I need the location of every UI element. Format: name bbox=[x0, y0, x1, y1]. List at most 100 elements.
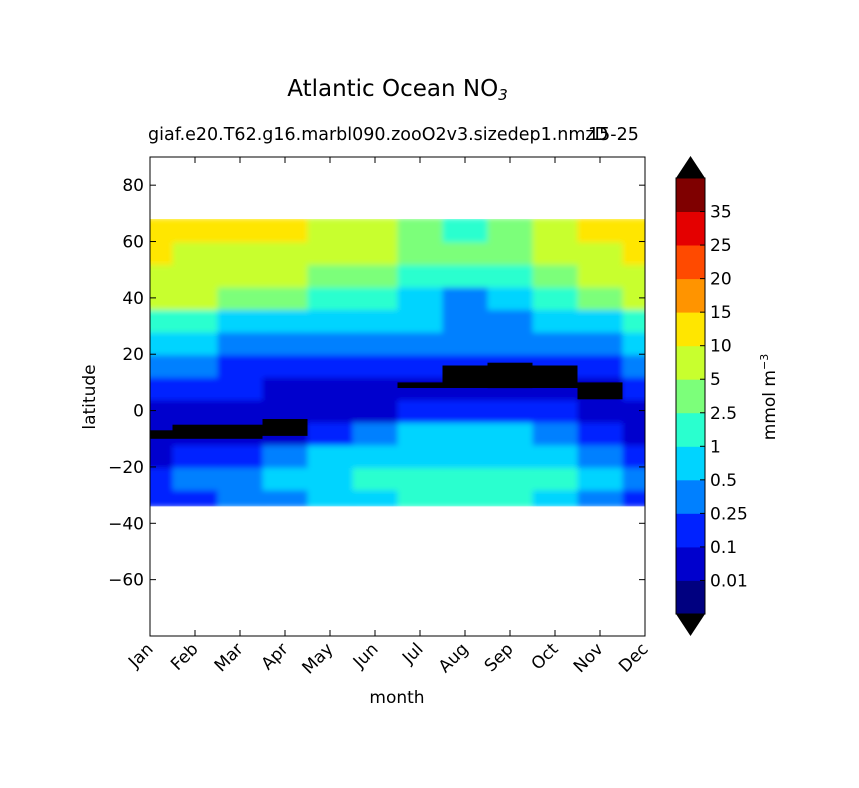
contour-cell bbox=[397, 263, 444, 288]
contour-cell bbox=[487, 263, 534, 288]
contour-cell bbox=[172, 240, 219, 265]
x-tick-label: Jun bbox=[349, 639, 383, 673]
colorbar-label: 0.25 bbox=[710, 504, 748, 524]
contour-cell bbox=[307, 443, 354, 468]
contour-cell bbox=[622, 353, 645, 378]
contour-cell bbox=[622, 465, 645, 491]
contour-cell bbox=[150, 488, 174, 508]
contour-cell bbox=[307, 375, 354, 401]
y-tick-label: −20 bbox=[108, 458, 144, 478]
contour-cell bbox=[307, 218, 354, 243]
contour-cell bbox=[622, 375, 645, 401]
contour-cell bbox=[577, 398, 624, 423]
x-tick-label: May bbox=[299, 639, 338, 678]
colorbar-label: 0.01 bbox=[710, 571, 748, 591]
contour-cell bbox=[397, 218, 444, 243]
contour-cell bbox=[150, 218, 174, 243]
colorbar-label: 1 bbox=[710, 437, 721, 457]
colorbar-frame bbox=[675, 177, 706, 615]
contour-cell bbox=[442, 308, 489, 333]
contour-cell bbox=[217, 375, 264, 401]
x-tick-label: Jan bbox=[124, 639, 157, 672]
contour-cell bbox=[172, 218, 219, 243]
colorbar-label: 5 bbox=[710, 370, 721, 390]
contour-cell bbox=[532, 240, 579, 265]
x-tick-label: Oct bbox=[528, 639, 563, 674]
contour-cell bbox=[487, 330, 534, 356]
contour-cell bbox=[150, 263, 174, 288]
contour-cell bbox=[487, 285, 534, 311]
contour-cell bbox=[532, 308, 579, 333]
x-tick-label: Jul bbox=[398, 639, 427, 668]
contour-cell bbox=[307, 465, 354, 491]
contour-cell bbox=[262, 263, 309, 288]
contour-cell bbox=[622, 263, 645, 288]
x-tick-label: Apr bbox=[258, 639, 293, 674]
contour-cell bbox=[442, 285, 489, 311]
contour-cell bbox=[577, 330, 624, 356]
colorbar-label: 20 bbox=[710, 270, 732, 290]
contour-cell bbox=[442, 240, 489, 265]
colorbar-segment bbox=[676, 412, 705, 447]
contour-cell bbox=[217, 465, 264, 491]
x-tick-label: Sep bbox=[481, 639, 518, 676]
contour-cell bbox=[352, 398, 399, 423]
contour-cell bbox=[352, 465, 399, 491]
contour-cell bbox=[397, 330, 444, 356]
contour-cell bbox=[532, 330, 579, 356]
contour-cell bbox=[577, 218, 624, 243]
contour-cell bbox=[307, 353, 354, 378]
y-tick-label: −40 bbox=[108, 514, 144, 534]
contour-cell bbox=[577, 308, 624, 333]
contour-cell bbox=[262, 285, 309, 311]
contour-cell bbox=[487, 465, 534, 491]
contour-cell bbox=[622, 488, 645, 508]
y-tick-label: 80 bbox=[122, 176, 144, 196]
x-tick-label: Mar bbox=[211, 639, 248, 676]
colorbar-extend-max bbox=[676, 156, 705, 178]
y-axis-label: latitude bbox=[80, 364, 100, 429]
contour-cell bbox=[442, 420, 489, 446]
colorbar-label: 2.5 bbox=[710, 404, 737, 424]
contour-cell bbox=[352, 308, 399, 333]
colorbar-segment bbox=[676, 580, 705, 615]
colorbar-unit-label: mmol m−3 bbox=[758, 354, 780, 440]
contour-cell bbox=[397, 353, 444, 378]
colorbar-segment bbox=[676, 312, 705, 347]
contour-cell bbox=[150, 330, 174, 356]
contour-cell bbox=[397, 240, 444, 265]
contour-cell bbox=[262, 308, 309, 333]
contour-cell bbox=[397, 285, 444, 311]
contour-cell bbox=[487, 420, 534, 446]
contour-cell bbox=[217, 443, 264, 468]
colorbar-segment bbox=[676, 379, 705, 414]
contour-cell bbox=[532, 465, 579, 491]
contour-cell bbox=[397, 443, 444, 468]
contour-cell bbox=[487, 488, 534, 508]
contour-cell bbox=[150, 443, 174, 468]
contour-cell bbox=[150, 375, 174, 401]
contour-cell bbox=[172, 375, 219, 401]
contour-cell bbox=[532, 285, 579, 311]
contour-cell bbox=[307, 285, 354, 311]
contour-cell bbox=[352, 285, 399, 311]
colorbar-segment bbox=[676, 345, 705, 380]
contour-cell bbox=[397, 375, 444, 401]
colorbar-segment bbox=[676, 178, 705, 212]
no-data-south bbox=[150, 506, 645, 636]
contour-cell bbox=[352, 420, 399, 446]
contour-cell bbox=[532, 488, 579, 508]
masked-region-layer bbox=[150, 362, 623, 439]
masked-cell bbox=[172, 424, 218, 439]
contour-cell bbox=[442, 263, 489, 288]
masked-cell bbox=[262, 419, 308, 436]
contour-cell bbox=[352, 443, 399, 468]
contour-cell bbox=[172, 443, 219, 468]
contour-cell bbox=[172, 308, 219, 333]
x-tick-label: Feb bbox=[167, 639, 202, 674]
contour-cell bbox=[217, 263, 264, 288]
contour-cell bbox=[262, 398, 309, 423]
chart-subtitle-depth: 15-25 bbox=[588, 125, 639, 145]
contour-cell bbox=[217, 218, 264, 243]
